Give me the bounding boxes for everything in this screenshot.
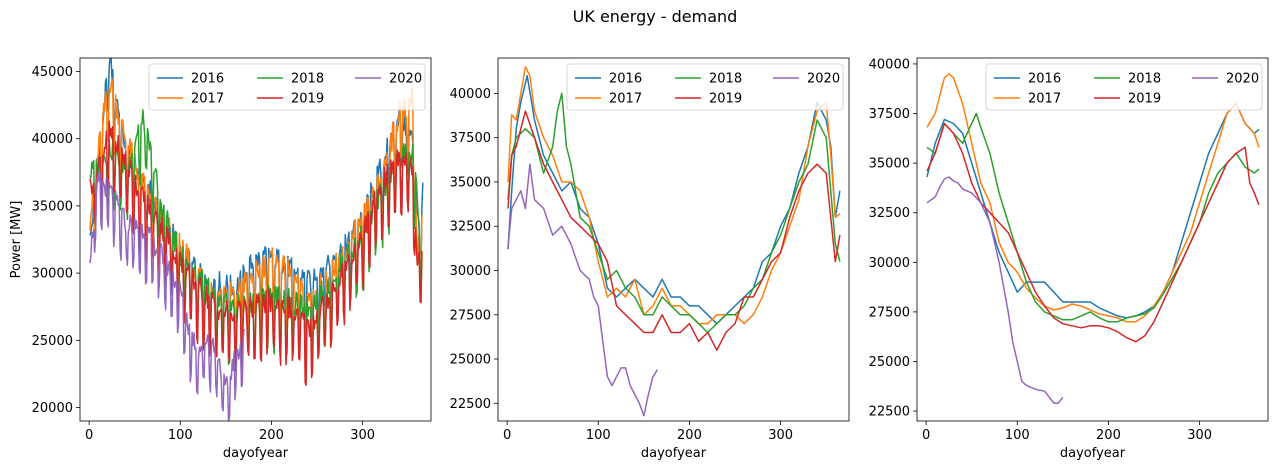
x-axis-label: dayofyear (223, 446, 289, 461)
y-tick-label: 30000 (869, 256, 910, 271)
y-tick-label: 35000 (869, 157, 910, 172)
y-axis-label: Power [MW] (9, 201, 24, 279)
y-tick-label: 40000 (32, 132, 73, 147)
figure-title: UK energy - demand (573, 7, 738, 26)
subplot-2: 0 100 200 300 22500 25000 27500 30000 32500 35000… (450, 57, 850, 461)
y-tick-label: 35000 (32, 199, 73, 214)
legend-label-2020: 2020 (807, 72, 840, 87)
y-tick-label: 22500 (450, 397, 491, 412)
legend-box (148, 63, 426, 111)
axes-frame (497, 57, 850, 422)
legend-box (985, 63, 1263, 111)
series-line-2018 (926, 112, 1260, 323)
x-tick-label: 300 (768, 428, 793, 443)
y-tick-label: 37500 (450, 131, 491, 146)
legend-label-2016: 2016 (191, 72, 224, 87)
axes-frame (916, 57, 1269, 422)
y-tick-label: 30000 (32, 267, 73, 282)
x-tick-label: 0 (922, 428, 930, 443)
x-tick-label: 300 (350, 428, 375, 443)
x-axis-label: dayofyear (641, 446, 707, 461)
subplot-1: 0 100 200 300 20000 25000 30000 35000 40000 45000… (9, 57, 432, 461)
y-tick-label: 27500 (869, 305, 910, 320)
axes-frame (79, 57, 432, 422)
x-tick-label: 100 (586, 428, 611, 443)
legend-box (566, 63, 844, 111)
legend-label-2017: 2017 (1028, 92, 1061, 107)
y-tick-label: 35000 (450, 175, 491, 190)
y-tick-label: 22500 (869, 405, 910, 420)
x-tick-label: 0 (85, 428, 93, 443)
series-line-2016 (926, 102, 1260, 319)
y-tick-label: 27500 (450, 308, 491, 323)
legend-label-2017: 2017 (609, 92, 642, 107)
y-tick-label: 40000 (869, 57, 910, 72)
series-line-2017 (507, 66, 841, 325)
legend-label-2019: 2019 (291, 92, 324, 107)
x-axis-label: dayofyear (1060, 446, 1126, 461)
legend-label-2018: 2018 (291, 72, 324, 87)
legend-label-2017: 2017 (191, 92, 224, 107)
series-line-2020 (507, 163, 659, 417)
series-line-2019 (507, 110, 841, 351)
y-tick-label: 45000 (32, 65, 73, 80)
x-tick-label: 100 (1005, 428, 1030, 443)
x-tick-label: 200 (677, 428, 702, 443)
x-tick-label: 200 (259, 428, 284, 443)
legend-label-2020: 2020 (389, 72, 422, 87)
y-tick-label: 30000 (450, 264, 491, 279)
series-line-2018 (507, 92, 841, 334)
x-tick-label: 200 (1096, 428, 1121, 443)
x-tick-label: 300 (1187, 428, 1212, 443)
series-line-2019 (926, 122, 1260, 343)
series-line-2017 (926, 73, 1260, 323)
series-line-2020 (89, 172, 245, 421)
y-tick-label: 25000 (869, 355, 910, 370)
y-tick-label: 25000 (450, 353, 491, 368)
x-tick-label: 0 (503, 428, 511, 443)
series-line-2020 (926, 176, 1064, 404)
y-tick-label: 20000 (32, 401, 73, 416)
y-tick-label: 25000 (32, 334, 73, 349)
legend-label-2018: 2018 (1128, 72, 1161, 87)
legend-label-2016: 2016 (1028, 72, 1061, 87)
legend-label-2020: 2020 (1226, 72, 1259, 87)
y-tick-label: 32500 (450, 220, 491, 235)
series-line-2016 (507, 74, 841, 325)
subplot-3: 0 100 200 300 22500 25000 27500 30000 32500 35000… (869, 57, 1269, 461)
y-tick-label: 32500 (869, 206, 910, 221)
legend-label-2019: 2019 (1128, 92, 1161, 107)
y-tick-label: 40000 (450, 87, 491, 102)
legend-label-2019: 2019 (709, 92, 742, 107)
x-tick-label: 100 (168, 428, 193, 443)
legend-label-2016: 2016 (609, 72, 642, 87)
legend-label-2018: 2018 (709, 72, 742, 87)
y-tick-label: 37500 (869, 107, 910, 122)
